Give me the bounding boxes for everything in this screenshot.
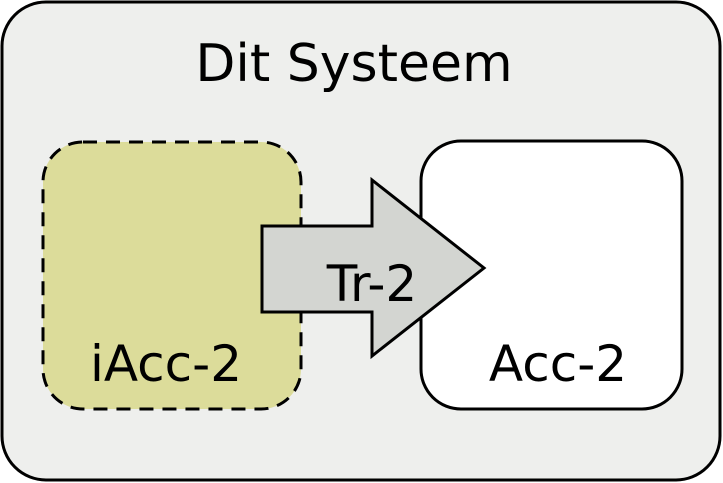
transition-arrow [260, 176, 487, 360]
system-title: Dit Systeem [195, 34, 512, 94]
account-label: Acc-2 [489, 335, 627, 393]
transition-label: Tr-2 [326, 255, 417, 313]
inactive-account-label: iAcc-2 [90, 335, 242, 393]
